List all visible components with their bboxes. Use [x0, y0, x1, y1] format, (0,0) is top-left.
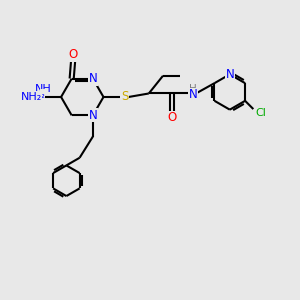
- Text: O: O: [168, 111, 177, 124]
- Text: S: S: [121, 91, 128, 103]
- Text: H: H: [189, 84, 197, 94]
- Text: N: N: [189, 88, 197, 101]
- Text: ₂: ₂: [41, 90, 45, 100]
- Text: O: O: [68, 48, 78, 61]
- Text: N: N: [225, 68, 234, 81]
- Text: NH₂: NH₂: [20, 92, 42, 102]
- Text: N: N: [88, 72, 97, 85]
- Text: Cl: Cl: [255, 108, 266, 118]
- Text: N: N: [88, 109, 97, 122]
- Text: NH: NH: [34, 84, 51, 94]
